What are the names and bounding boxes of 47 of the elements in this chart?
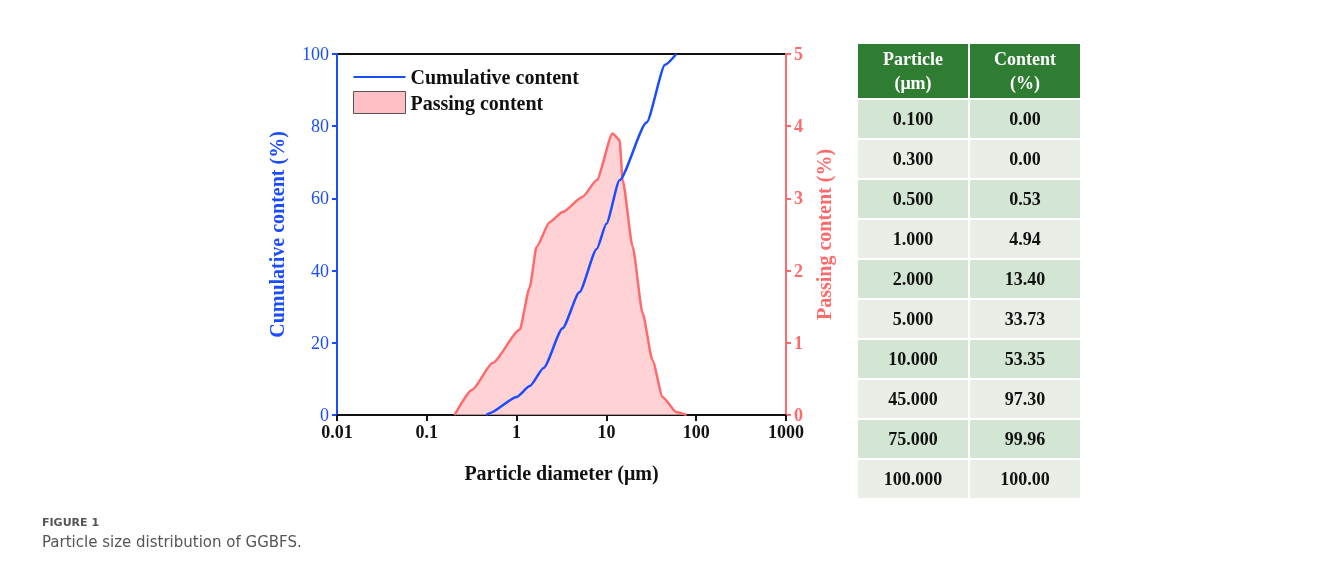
text: 75.000 (858, 420, 968, 458)
text: 10.000 (858, 340, 968, 378)
y-tick-label: 0 (320, 405, 329, 425)
y-tick-label: 40 (311, 260, 329, 281)
text: Content (%) (970, 44, 1080, 98)
x-tick-label: 0.1 (415, 422, 439, 442)
y-tick-label: 80 (311, 116, 329, 137)
text: 0.00 (970, 140, 1080, 178)
text: Particle (μm) (858, 44, 968, 98)
legend-label: Cumulative content (410, 66, 580, 88)
text: 99.96 (970, 420, 1080, 458)
y-tick-label: 20 (311, 332, 329, 353)
x-axis-title: Particle diameter (μm) (464, 462, 659, 485)
text: 2.000 (858, 260, 968, 298)
y2-tick-label: 1 (794, 332, 803, 353)
text: 45.000 (858, 380, 968, 418)
text: 53.35 (970, 340, 1080, 378)
y-axis-title: Cumulative content (%) (266, 131, 289, 338)
text: 0.300 (858, 140, 968, 178)
text: 0.100 (858, 100, 968, 138)
text: Particle size distribution of GGBFS. (42, 533, 302, 551)
y2-tick-label: 3 (794, 188, 803, 209)
legend-label: Passing content (410, 91, 544, 115)
x-tick-label: 1000 (768, 422, 804, 442)
caption: FIGURE 1 (42, 516, 101, 529)
y2-tick-label: 5 (794, 44, 803, 64)
text: 33.73 (970, 300, 1080, 338)
y2-tick-label: 0 (794, 405, 803, 425)
x-tick-label: 100 (682, 422, 710, 442)
y2-tick-label: 4 (794, 116, 803, 137)
text: 4.94 (970, 220, 1080, 258)
text: 1.000 (858, 220, 968, 258)
text: 97.30 (970, 380, 1080, 418)
x-tick-label: 1 (512, 422, 522, 442)
y2-tick-label: 2 (794, 260, 803, 281)
x-tick-label: 0.01 (321, 422, 353, 442)
text: 0.53 (970, 180, 1080, 218)
y-tick-label: 100 (302, 44, 329, 64)
text: 13.40 (970, 260, 1080, 298)
y2-axis-title: Passing content (%) (813, 148, 836, 321)
y-tick-label: 60 (311, 188, 329, 209)
text: 5.000 (858, 300, 968, 338)
text: 0.500 (858, 180, 968, 218)
text: 100.000 (858, 460, 968, 498)
text: 0.00 (970, 100, 1080, 138)
x-tick-label: 10 (597, 422, 616, 442)
text: 100.00 (970, 460, 1080, 498)
